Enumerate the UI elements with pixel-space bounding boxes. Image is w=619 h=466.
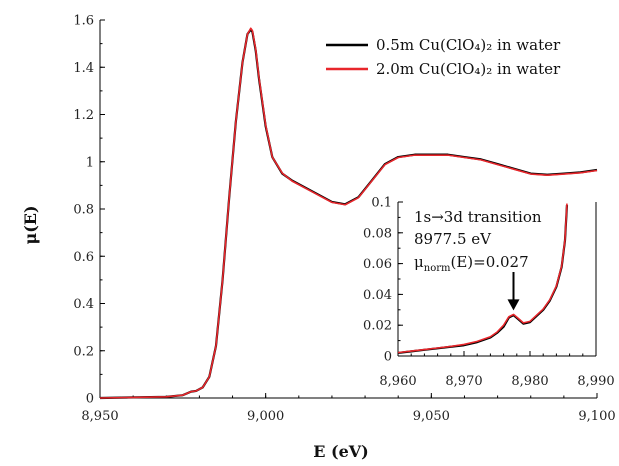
inset-y-tick-label: 0.04 — [363, 288, 392, 303]
main-x-tick-label: 9,050 — [413, 409, 450, 424]
inset-x-tick-label: 8,960 — [379, 374, 416, 389]
main-y-tick-label: 1.6 — [73, 14, 94, 29]
main-series-2-line — [99, 27, 598, 399]
main-x-tick-label: 9,000 — [247, 409, 284, 424]
inset-y-tick-label: 0 — [384, 350, 392, 365]
main-series-group — [99, 27, 598, 400]
inset-axes: 8,960 8,970 8,980 8,990 0 0.02 0.04 0.06 0.08 0.1 — [363, 196, 615, 390]
inset-y-tick-label: 0.1 — [371, 196, 392, 211]
legend-label-series-2: 2.0m Cu(ClO₄)₂ in water — [376, 60, 561, 78]
main-x-tick-label: 9,100 — [578, 409, 615, 424]
inset-series-2-line — [397, 203, 568, 354]
inset-y-tick-label: 0.06 — [363, 257, 392, 272]
annotation-line-1: 1s→3d transition — [414, 208, 542, 226]
main-y-tick-label: 0.8 — [73, 203, 94, 218]
main-axes: 8,950 9,000 9,050 9,100 0 0.2 0.4 0.6 0.8 1 1.2 1.4… — [73, 14, 615, 425]
annotation-arrow — [507, 272, 520, 311]
main-y-tick-label: 1 — [86, 155, 94, 170]
main-x-tick-label: 8,950 — [81, 409, 118, 424]
main-y-tick-label: 1.2 — [73, 108, 94, 123]
inset-x-tick-label: 8,980 — [511, 374, 548, 389]
x-axis-title: E (eV) — [313, 442, 369, 461]
annotation-line-3: μnorm(E)=0.027 — [414, 253, 529, 274]
inset-annotation: 1s→3d transition 8977.5 eV μnorm(E)=0.02… — [414, 208, 542, 311]
main-y-tick-label: 0.2 — [73, 344, 94, 359]
inset-y-tick-label: 0.08 — [363, 226, 392, 241]
y-axis-title: μ(E) — [21, 205, 40, 244]
main-y-tick-label: 0 — [86, 392, 94, 407]
main-y-tick-label: 1.4 — [73, 61, 94, 76]
inset-y-tick-label: 0.02 — [363, 319, 392, 334]
inset-x-tick-label: 8,970 — [445, 374, 482, 389]
legend: 0.5m Cu(ClO₄)₂ in water 2.0m Cu(ClO₄)₂ i… — [326, 36, 561, 78]
legend-label-series-1: 0.5m Cu(ClO₄)₂ in water — [376, 36, 561, 54]
annotation-line-2: 8977.5 eV — [414, 230, 492, 248]
inset-x-tick-label: 8,990 — [577, 374, 614, 389]
annotation-arrow-head — [507, 299, 520, 311]
main-y-tick-label: 0.6 — [73, 250, 94, 265]
inset-series-group — [397, 203, 569, 355]
main-y-tick-label: 0.4 — [73, 297, 94, 312]
